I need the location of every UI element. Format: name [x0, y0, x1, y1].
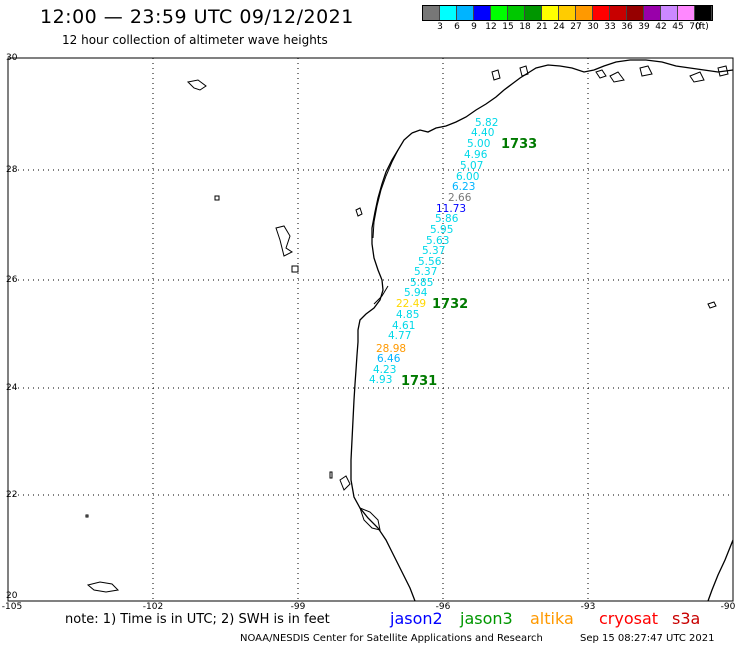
- colorbar-label: 36: [621, 22, 633, 32]
- colorbar-swatch: [474, 6, 491, 20]
- colorbar-swatch: [576, 6, 593, 20]
- colorbar-label: 27: [570, 22, 582, 32]
- colorbar-swatch: [542, 6, 559, 20]
- colorbar-swatch: [593, 6, 610, 20]
- graticule: [8, 58, 733, 601]
- colorbar-label: 33: [604, 22, 616, 32]
- swh-value: 4.61: [392, 320, 416, 332]
- colorbar-label: 42: [655, 22, 667, 32]
- colorbar-label: 15: [502, 22, 514, 32]
- wave-height-colorbar: [422, 5, 713, 21]
- swh-value: 6.00: [456, 171, 480, 183]
- colorbar-label: 9: [471, 22, 477, 32]
- colorbar-label: 12: [485, 22, 497, 32]
- swh-value: 5.00: [467, 138, 491, 150]
- swh-value: 4.23: [373, 364, 397, 376]
- colorbar-swatch: [610, 6, 627, 20]
- colorbar-label: 3: [437, 22, 443, 32]
- pass-label: 1732: [432, 297, 469, 312]
- colorbar-swatch: [440, 6, 457, 20]
- lat-label: 24: [6, 383, 18, 393]
- colorbar-swatch: [423, 6, 440, 20]
- swh-value: 2.66: [448, 192, 472, 204]
- swh-value: 5.37: [422, 245, 446, 257]
- swh-value: 4.93: [369, 374, 393, 386]
- lat-label: 22: [6, 490, 18, 500]
- swh-value: 5.82: [475, 117, 499, 129]
- lon-label: -90: [720, 602, 736, 612]
- legend-jason2: jason2: [390, 609, 443, 628]
- legend-s3a: s3a: [672, 609, 701, 628]
- legend-cryosat: cryosat: [599, 609, 659, 628]
- colorbar-swatch: [491, 6, 508, 20]
- swh-value: 5.85: [410, 277, 434, 289]
- colorbar-label: (ft): [695, 22, 709, 32]
- colorbar-swatch: [695, 6, 712, 20]
- colorbar-label: 39: [638, 22, 650, 32]
- colorbar-label: 30: [587, 22, 599, 32]
- swh-value: 11.73: [436, 203, 467, 215]
- map-title: 12:00 — 23:59 UTC 09/12/2021: [40, 6, 354, 28]
- lon-label: -93: [580, 602, 596, 612]
- bay-shape: [359, 507, 381, 531]
- swh-value: 4.85: [396, 309, 420, 321]
- note-text: note: 1) Time is in UTC; 2) SWH is in fe…: [65, 612, 330, 627]
- lat-label: 28: [6, 165, 18, 175]
- lat-label: 30: [6, 53, 18, 63]
- swh-value: 5.37: [414, 266, 438, 278]
- colorbar-label: 24: [553, 22, 565, 32]
- lat-label: 26: [6, 275, 18, 285]
- swh-value: 4.96: [464, 149, 488, 161]
- lon-label: -96: [435, 602, 451, 612]
- colorbar-swatch: [661, 6, 678, 20]
- footer-credit: NOAA/NESDIS Center for Satellite Applica…: [240, 633, 543, 644]
- swh-value: 5.07: [460, 160, 484, 172]
- swh-value: 4.40: [471, 127, 495, 139]
- colorbar-swatch: [457, 6, 474, 20]
- swh-value: 5.94: [404, 287, 428, 299]
- colorbar-swatch: [508, 6, 525, 20]
- swh-value: 5.95: [430, 224, 454, 236]
- swh-value: 5.56: [418, 256, 442, 268]
- colorbar-label: 45: [672, 22, 684, 32]
- colorbar-swatch: [525, 6, 542, 20]
- colorbar-swatch: [644, 6, 661, 20]
- swh-value: 6.23: [452, 181, 476, 193]
- colorbar-label: 18: [519, 22, 531, 32]
- colorbar-swatch: [559, 6, 576, 20]
- lon-label: -102: [142, 602, 164, 612]
- pass-label: 1733: [501, 137, 538, 152]
- swh-value: 22.49: [396, 298, 427, 310]
- lat-label: 20: [6, 591, 18, 601]
- swh-value: 5.63: [426, 235, 450, 247]
- gulf-coastline: [350, 59, 734, 602]
- lake-shape: [85, 65, 729, 593]
- colorbar-label: 6: [454, 22, 460, 32]
- colorbar-swatch: [678, 6, 695, 20]
- footer-timestamp: Sep 15 08:27:47 UTC 2021: [580, 633, 715, 644]
- legend-altika: altika: [530, 609, 574, 628]
- swh-value: 6.46: [377, 353, 401, 365]
- barrier-island: [372, 149, 399, 305]
- legend-jason3: jason3: [460, 609, 513, 628]
- lon-label: -99: [290, 602, 306, 612]
- swh-value: 28.98: [376, 343, 407, 355]
- colorbar-label: 70: [689, 22, 701, 32]
- colorbar-label: 21: [536, 22, 548, 32]
- pass-label: 1731: [401, 374, 438, 389]
- lon-label: -105: [1, 602, 23, 612]
- colorbar-swatch: [627, 6, 644, 20]
- swh-value: 4.77: [388, 330, 412, 342]
- map-subtitle: 12 hour collection of altimeter wave hei…: [62, 33, 328, 47]
- map-frame: [7, 57, 734, 602]
- swh-value: 5.86: [435, 213, 459, 225]
